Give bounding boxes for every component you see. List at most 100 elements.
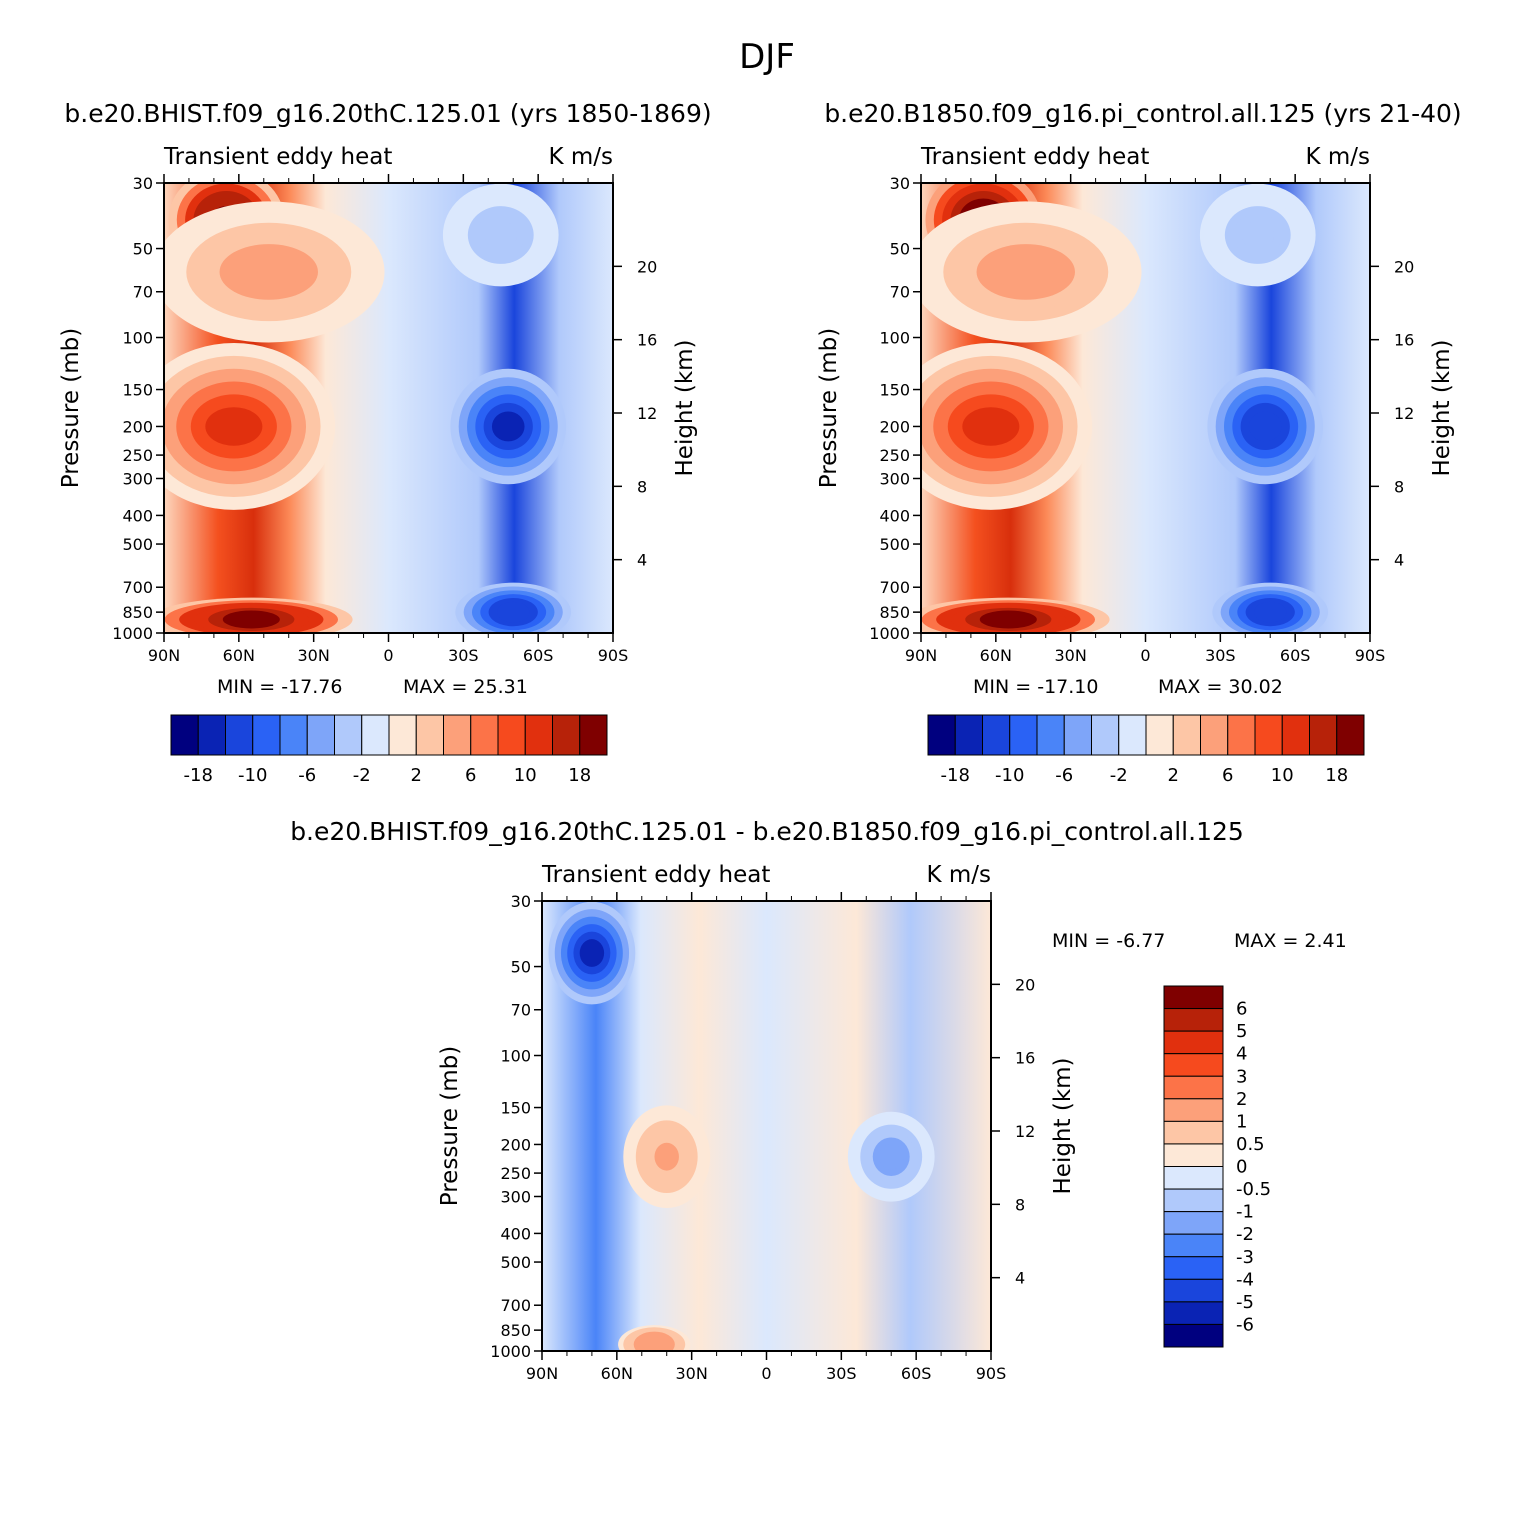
latitude-tick-label: 30S bbox=[1205, 646, 1236, 665]
latitude-tick-label: 0 bbox=[383, 646, 393, 665]
panel-3-units: K m/s bbox=[926, 862, 991, 888]
colorbar-label: 1 bbox=[1236, 1111, 1247, 1132]
panel-2-pressure-axis: 30 50 70 100 150 200 250 300 400 500 700 850 1000 bbox=[869, 174, 921, 643]
pressure-tick-label: 300 bbox=[122, 469, 153, 488]
pressure-tick-label: 250 bbox=[879, 446, 910, 465]
panel-2-height-axis: 4 8 12 16 20 bbox=[1370, 257, 1414, 570]
panel-2-ylabel: Pressure (mb) bbox=[816, 328, 842, 488]
pressure-tick-label: 400 bbox=[122, 506, 153, 525]
pressure-tick-label: 400 bbox=[500, 1224, 531, 1243]
latitude-tick-label: 90N bbox=[526, 1364, 558, 1383]
colorbar-box bbox=[1118, 714, 1147, 756]
colorbar-box bbox=[1063, 714, 1092, 756]
colorbar-box bbox=[1227, 714, 1256, 756]
colorbar-label: -2 bbox=[353, 765, 371, 786]
pressure-tick-label: 70 bbox=[890, 283, 910, 302]
panel3-contour-3-5 bbox=[878, 1143, 904, 1170]
panel-2-latitude-axis: 90N 60N 30N 0 30S 60S 90S bbox=[905, 174, 1385, 665]
pressure-tick-label: 300 bbox=[500, 1187, 531, 1206]
colorbar-box bbox=[415, 714, 444, 756]
panel-2: b.e20.B1850.f09_g16.pi_control.all.125 (… bbox=[816, 99, 1462, 786]
colorbar-label: -10 bbox=[995, 765, 1024, 786]
pressure-tick-label: 100 bbox=[500, 1047, 531, 1066]
panel2-contour-6-5 bbox=[1241, 221, 1275, 249]
colorbar-box bbox=[1309, 714, 1338, 756]
colorbar-box bbox=[1163, 1301, 1224, 1325]
colorbar-box bbox=[497, 714, 526, 756]
pressure-tick-label: 70 bbox=[511, 1001, 531, 1020]
panel1-contour-6-5 bbox=[484, 221, 518, 249]
colorbar-label: -4 bbox=[1236, 1269, 1254, 1290]
latitude-tick-label: 60S bbox=[901, 1364, 932, 1383]
colorbar-box bbox=[1163, 1008, 1224, 1032]
colorbar-box bbox=[334, 714, 363, 756]
colorbar-box bbox=[524, 714, 553, 756]
colorbar-label: -18 bbox=[184, 765, 213, 786]
latitude-tick-label: 60N bbox=[223, 646, 255, 665]
height-tick-label: 20 bbox=[1015, 975, 1035, 994]
panel-2-max: MAX = 30.02 bbox=[1158, 676, 1283, 698]
colorbar-box bbox=[443, 714, 472, 756]
height-tick-label: 8 bbox=[1394, 477, 1404, 496]
panel-1-ylabel: Pressure (mb) bbox=[58, 328, 84, 488]
pressure-tick-label: 500 bbox=[122, 535, 153, 554]
colorbar-label: -3 bbox=[1236, 1247, 1254, 1268]
pressure-tick-label: 1000 bbox=[112, 624, 153, 643]
panel-1-units: K m/s bbox=[548, 144, 613, 170]
panel-3-ylabel-right: Height (km) bbox=[1050, 1057, 1076, 1194]
colorbar-box bbox=[361, 714, 390, 756]
panel-1-max: MAX = 25.31 bbox=[403, 676, 528, 698]
height-tick-label: 12 bbox=[1015, 1122, 1035, 1141]
colorbar-box bbox=[579, 714, 608, 756]
panel-2-units: K m/s bbox=[1305, 144, 1370, 170]
panel-1: b.e20.BHIST.f09_g16.20thC.125.01 (yrs 18… bbox=[58, 99, 712, 786]
panel-1-pressure-axis: 30 50 70 100 150 200 250 300 400 500 700 850 1000 bbox=[112, 174, 164, 643]
colorbar-box bbox=[1009, 714, 1038, 756]
panel2-contour-3-5 bbox=[993, 254, 1059, 290]
pressure-tick-label: 300 bbox=[879, 469, 910, 488]
pressure-tick-label: 400 bbox=[879, 506, 910, 525]
colorbar-box bbox=[279, 714, 308, 756]
colorbar-box bbox=[1163, 1323, 1224, 1348]
colorbar-label: -1 bbox=[1236, 1202, 1254, 1223]
panel-3: b.e20.BHIST.f09_g16.20thC.125.01 - b.e20… bbox=[290, 817, 1347, 1383]
latitude-tick-label: 30N bbox=[1055, 646, 1087, 665]
height-tick-label: 8 bbox=[637, 477, 647, 496]
pressure-tick-label: 30 bbox=[511, 892, 531, 911]
latitude-tick-label: 90S bbox=[976, 1364, 1007, 1383]
height-tick-label: 4 bbox=[1015, 1269, 1025, 1288]
panel1-contour-3-5 bbox=[236, 254, 302, 290]
colorbar-box bbox=[1254, 714, 1283, 756]
colorbar-label: -2 bbox=[1236, 1224, 1254, 1245]
pressure-tick-label: 200 bbox=[122, 417, 153, 436]
colorbar-label: -2 bbox=[1110, 765, 1128, 786]
colorbar-box bbox=[1163, 1233, 1224, 1258]
colorbar-label: -10 bbox=[238, 765, 267, 786]
panel-1-left-string: Transient eddy heat bbox=[163, 144, 392, 170]
colorbar-box bbox=[1163, 1053, 1224, 1077]
colorbar-label: -5 bbox=[1236, 1292, 1254, 1313]
colorbar-label: -6 bbox=[1055, 765, 1073, 786]
colorbar-box bbox=[197, 714, 226, 756]
panel-3-min: MIN = -6.77 bbox=[1052, 930, 1165, 952]
colorbar-box bbox=[252, 714, 281, 756]
pressure-tick-label: 50 bbox=[890, 240, 910, 259]
latitude-tick-label: 60S bbox=[523, 646, 554, 665]
colorbar-label: 10 bbox=[514, 765, 537, 786]
pressure-tick-label: 500 bbox=[879, 535, 910, 554]
pressure-tick-label: 500 bbox=[500, 1253, 531, 1272]
colorbar-label: 2 bbox=[411, 765, 422, 786]
panel-1-contours bbox=[164, 183, 572, 633]
colorbar-label: 6 bbox=[465, 765, 476, 786]
colorbar-label: 2 bbox=[1168, 765, 1179, 786]
colorbar-box bbox=[225, 714, 254, 756]
colorbar-label: 0 bbox=[1236, 1157, 1247, 1178]
figure-title: DJF bbox=[739, 37, 795, 77]
colorbar-box bbox=[1281, 714, 1310, 756]
panel-3-title: b.e20.BHIST.f09_g16.20thC.125.01 - b.e20… bbox=[290, 817, 1244, 846]
pressure-tick-label: 100 bbox=[879, 329, 910, 348]
latitude-tick-label: 0 bbox=[1140, 646, 1150, 665]
colorbar-label: -18 bbox=[941, 765, 970, 786]
latitude-tick-label: 30S bbox=[826, 1364, 857, 1383]
